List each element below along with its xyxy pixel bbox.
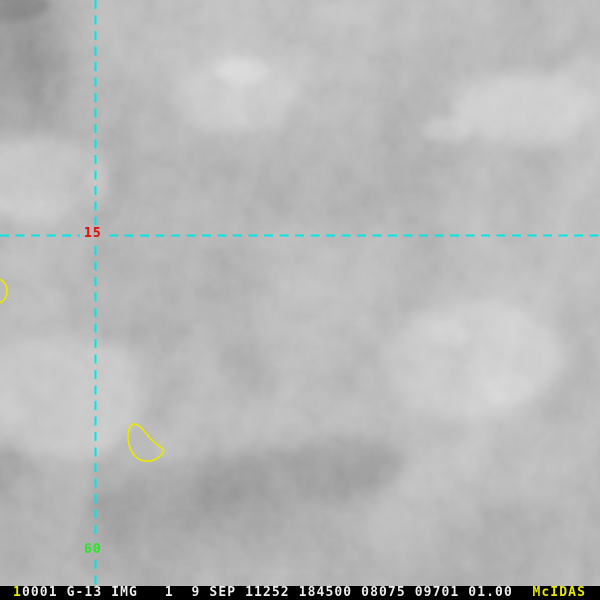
coastline-island [127, 423, 165, 462]
mcidas-brand-label: McIDAS [532, 585, 586, 600]
coastline-partial-west [0, 278, 8, 304]
frame-number: 1 [13, 585, 22, 600]
latitude-label: 15 [84, 226, 102, 241]
graticule [0, 0, 600, 586]
coastline-overlay [0, 278, 165, 462]
image-info-text: 0001 G-13 IMG 1 9 SEP 11252 184500 08075… [21, 585, 513, 600]
longitude-label: 60 [84, 542, 102, 557]
status-bar: 1 0001 G-13 IMG 1 9 SEP 11252 184500 080… [0, 586, 600, 600]
